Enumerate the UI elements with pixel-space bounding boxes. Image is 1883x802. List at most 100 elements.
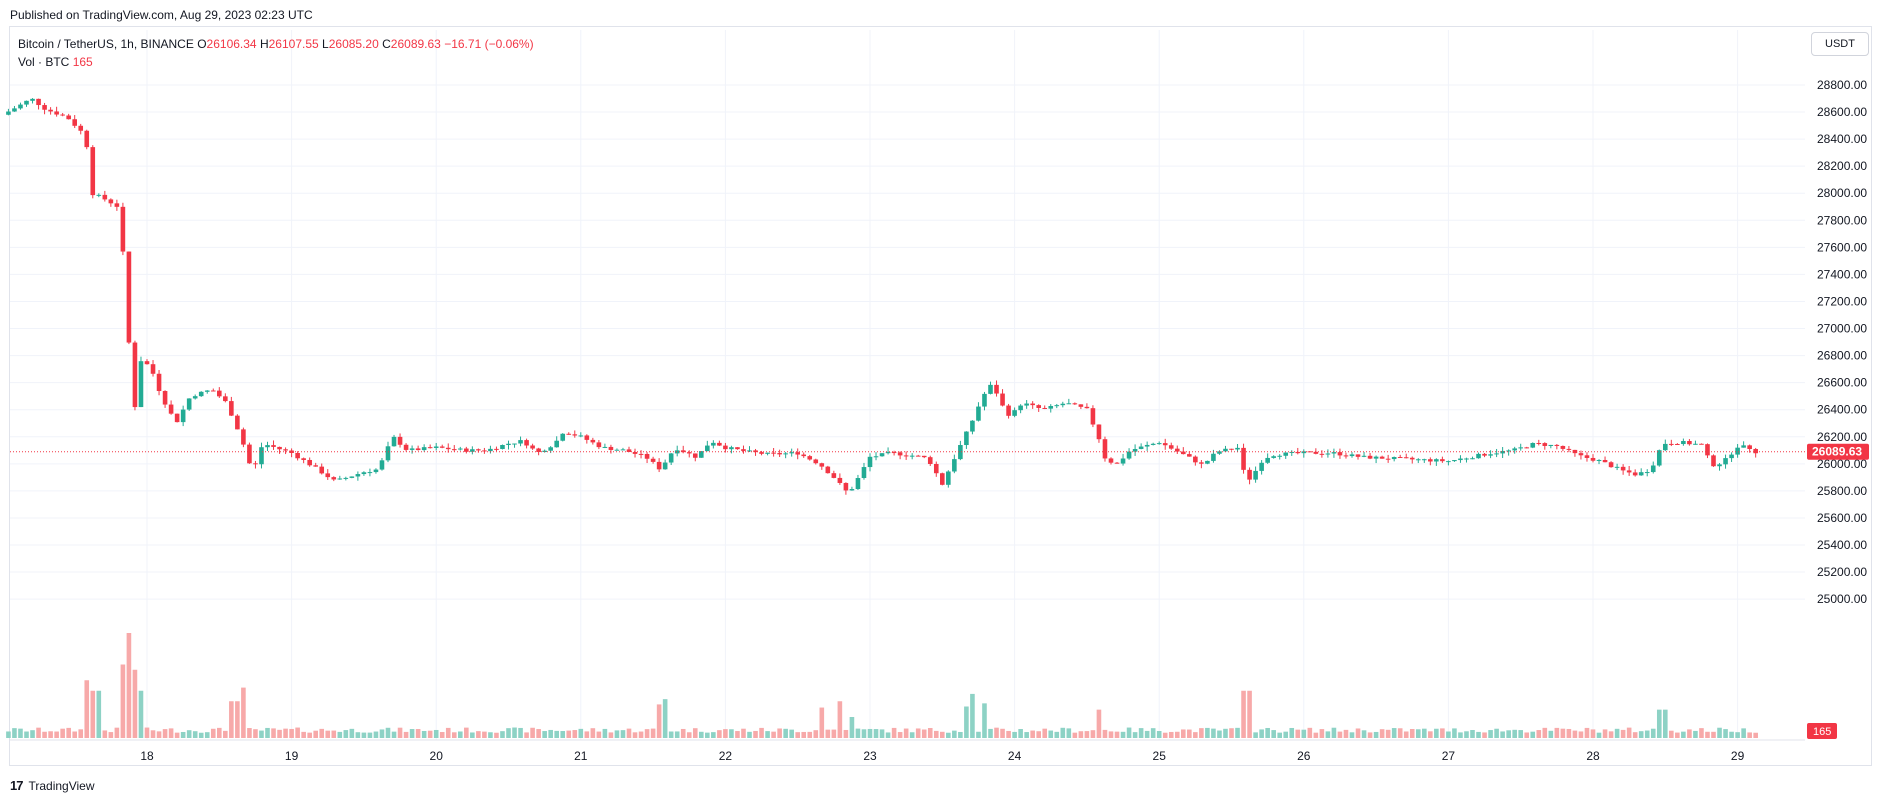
volume-bar <box>1259 729 1264 738</box>
candle-body <box>30 98 35 101</box>
candle-body <box>1259 462 1264 471</box>
volume-label[interactable]: Vol · BTC <box>18 55 70 69</box>
volume-bar <box>1403 731 1409 738</box>
published-caption: Published on TradingView.com, Aug 29, 20… <box>10 8 313 22</box>
candle-body <box>1566 448 1572 450</box>
volume-bar <box>1018 729 1023 738</box>
candle-body <box>933 463 939 474</box>
volume-bar <box>451 732 457 738</box>
candle-body <box>1554 444 1560 446</box>
tradingview-brand[interactable]: 17 TradingView <box>10 778 95 793</box>
volume-bar <box>518 727 523 738</box>
volume-bar <box>349 728 355 738</box>
volume-bar <box>1566 728 1572 738</box>
volume-bar <box>1132 732 1138 738</box>
price-tick-label: 28200.00 <box>1817 159 1867 173</box>
time-axis[interactable]: 18 19 20 21 22 23 24 25 26 27 28 29 <box>140 749 1744 763</box>
volume-bar <box>777 728 782 738</box>
volume-row[interactable]: Vol · BTC 165 <box>18 53 534 71</box>
volume-bar <box>662 699 668 738</box>
candle-body <box>638 453 644 455</box>
volume-bar <box>1078 731 1084 738</box>
candle-body <box>982 393 987 407</box>
volume-bar <box>1361 730 1367 738</box>
candle-body <box>1379 456 1385 459</box>
candle-body <box>427 447 433 449</box>
candle-body <box>1506 450 1511 452</box>
volume-bar <box>1560 728 1566 738</box>
candle-body <box>650 458 656 462</box>
candle-body <box>723 445 728 450</box>
candle-body <box>729 447 734 450</box>
volume-bar <box>717 730 722 738</box>
volume-bar <box>1590 729 1596 738</box>
volume-bar <box>897 732 903 738</box>
candle-body <box>235 415 240 430</box>
candle-body <box>512 443 517 445</box>
candle-body <box>524 440 529 446</box>
currency-button[interactable]: USDT <box>1811 32 1869 56</box>
volume-bar <box>723 729 728 738</box>
candle-body <box>994 384 999 394</box>
candle-body <box>494 448 499 450</box>
volume-bar <box>439 732 445 738</box>
volume-bar <box>373 731 379 738</box>
candle-body <box>210 390 216 392</box>
candle-body <box>1313 451 1319 454</box>
candle-body <box>988 384 993 394</box>
candle-body <box>620 449 626 451</box>
price-tick-label: 27200.00 <box>1817 294 1867 308</box>
volume-bar <box>903 728 909 738</box>
candle-body <box>885 452 891 454</box>
candle-body <box>367 472 373 474</box>
tradingview-logo-icon: 17 <box>10 778 24 793</box>
candle-body <box>879 453 885 457</box>
volume-bar <box>96 690 102 738</box>
volume-bar <box>1687 729 1692 738</box>
price-axis[interactable]: 28800.00 28600.00 28400.00 28200.00 28000.00… <box>1807 78 1869 739</box>
candle-body <box>12 108 17 112</box>
candle-body <box>108 199 114 204</box>
volume-bar <box>1373 731 1379 738</box>
volume-bar <box>614 730 620 738</box>
symbol-name[interactable]: Bitcoin / TetherUS, 1h, BINANCE <box>18 37 194 51</box>
price-tick-label: 27600.00 <box>1817 240 1867 254</box>
close-label: C <box>382 37 391 51</box>
volume-bar <box>319 728 325 738</box>
candle-body <box>518 440 523 444</box>
candle-body <box>927 457 933 464</box>
volume-bar <box>1578 731 1584 738</box>
candle-body <box>674 450 680 454</box>
candle-body <box>307 459 312 466</box>
volume-bar <box>686 732 692 738</box>
volume-bar <box>1699 728 1704 738</box>
candle-body <box>1361 455 1367 457</box>
volume-bar <box>1385 729 1391 738</box>
volume-bar <box>132 669 138 738</box>
volume-bar <box>970 693 975 738</box>
volume-bar <box>204 732 210 738</box>
candle-body <box>247 444 252 464</box>
candle-body <box>1205 460 1210 464</box>
volume-bar <box>699 731 704 738</box>
candle-body <box>295 452 300 459</box>
candle-body <box>560 433 566 441</box>
candle-body <box>1530 442 1536 448</box>
volume-bar <box>1289 727 1295 738</box>
volume-bar <box>867 728 873 738</box>
candle-body <box>644 453 650 459</box>
volume-bar <box>813 730 819 738</box>
candle-body <box>1500 450 1505 454</box>
volume-bar <box>1367 732 1373 738</box>
candle-body <box>970 420 975 432</box>
volume-bar <box>885 732 891 738</box>
candle-body <box>584 435 590 440</box>
candle-body <box>24 100 29 105</box>
price-tick-label: 25200.00 <box>1817 565 1867 579</box>
volume-bar <box>337 731 343 738</box>
volume-bar <box>1494 728 1499 738</box>
open-label: O <box>197 37 207 51</box>
symbol-row[interactable]: Bitcoin / TetherUS, 1h, BINANCE O26106.3… <box>18 35 534 53</box>
volume-bar <box>915 728 921 738</box>
